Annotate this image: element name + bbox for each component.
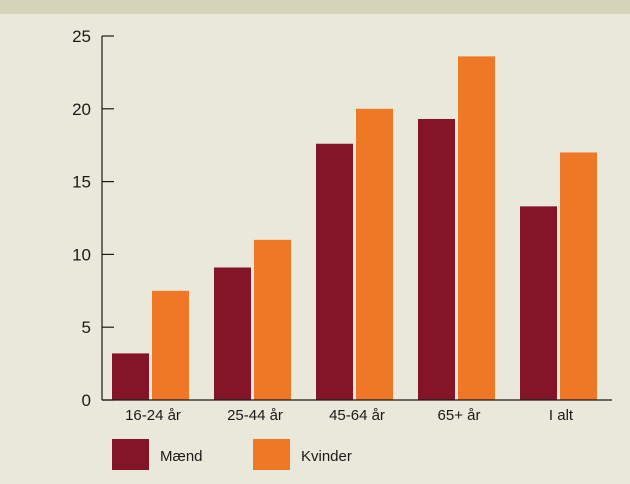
bar-maend-0 [112, 353, 149, 400]
bar-kvinder-1 [254, 239, 291, 400]
bar-kvinder-3 [458, 56, 495, 400]
bar-maend-2 [316, 143, 353, 400]
legend: Mænd Kvinder [112, 439, 352, 470]
chart-container: 16-24 år 25-44 år 45-64 år 65+ år I alt 0 5 10 1… [0, 14, 630, 479]
bars-group [112, 56, 597, 401]
y-tick-label: 5 [82, 318, 91, 337]
x-tick-label: 16-24 år [125, 407, 181, 424]
legend-swatch-maend [112, 439, 149, 470]
x-tick-label: I alt [549, 407, 574, 424]
bar-kvinder-0 [152, 290, 189, 400]
axes-group: 16-24 år 25-44 år 45-64 år 65+ år I alt 0 5 10 1… [72, 27, 612, 424]
y-tick-label: 25 [72, 27, 91, 46]
legend-label-kvinder: Kvinder [301, 448, 352, 465]
x-tick-label: 65+ år [438, 407, 481, 424]
top-band [0, 0, 630, 14]
y-tick-label: 0 [82, 391, 91, 410]
x-tick-label: 25-44 år [227, 407, 283, 424]
x-tick-label: 45-64 år [329, 407, 385, 424]
y-tick-label: 15 [72, 173, 91, 192]
bar-chart: 16-24 år 25-44 år 45-64 år 65+ år I alt 0 5 10 1… [72, 27, 612, 470]
y-tick-label: 20 [72, 100, 91, 119]
bar-kvinder-4 [560, 152, 597, 400]
y-tick-label: 10 [72, 245, 91, 264]
bar-kvinder-2 [356, 108, 393, 401]
bar-maend-1 [214, 267, 251, 400]
bar-maend-4 [520, 206, 557, 400]
legend-label-maend: Mænd [160, 448, 203, 465]
legend-swatch-kvinder [253, 439, 290, 470]
bar-maend-3 [418, 118, 455, 400]
